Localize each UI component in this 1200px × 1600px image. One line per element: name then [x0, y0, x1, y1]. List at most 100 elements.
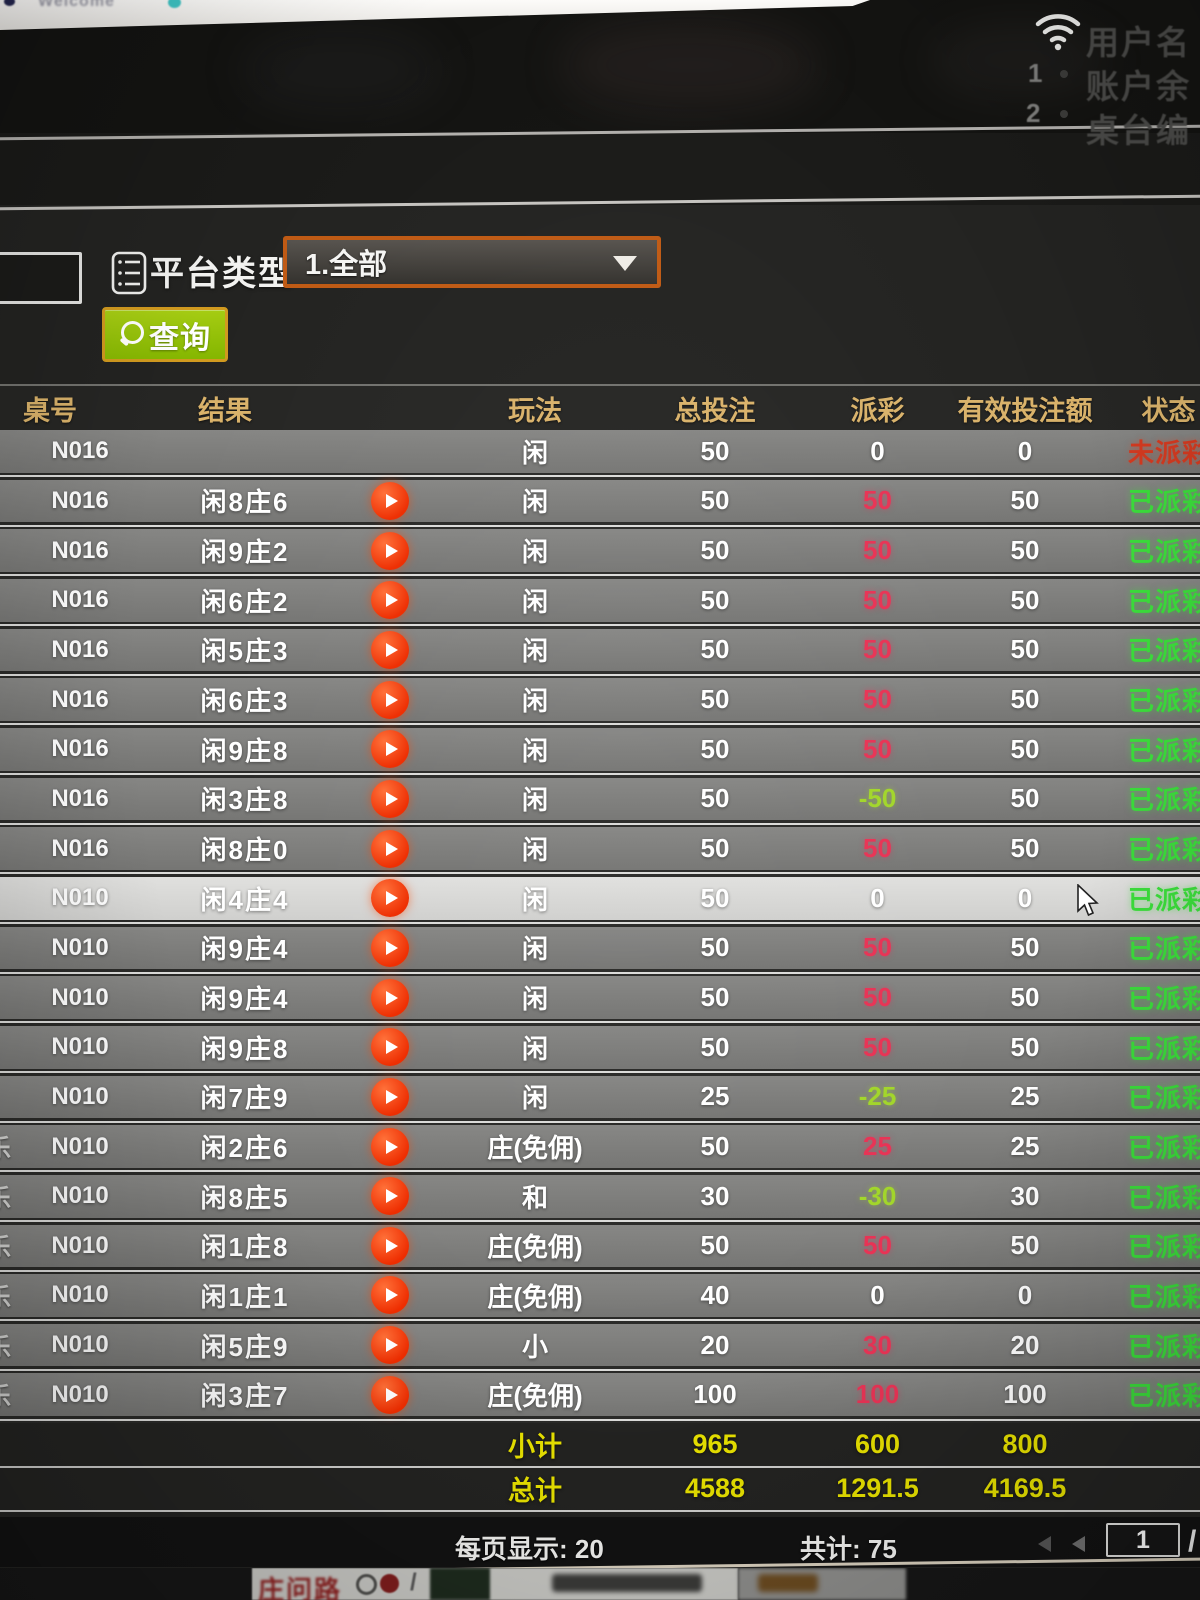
- cell-payout: 50: [863, 584, 892, 615]
- play-icon: [386, 1189, 398, 1204]
- prev-page-arrow-icon[interactable]: [1072, 1536, 1085, 1552]
- cell-replay: [330, 1077, 450, 1116]
- cell-replay: [330, 730, 450, 769]
- table-body: N016 闲 50 0 0 未派彩 N016 闲8庄6 闲 50 50 50 已…: [0, 430, 1200, 1423]
- table-row[interactable]: N016 闲5庄3 闲 50 50 50 已派彩: [0, 628, 1200, 679]
- cell-result: 闲8庄5: [200, 1182, 290, 1213]
- play-button[interactable]: [371, 1127, 409, 1166]
- play-button[interactable]: [371, 978, 409, 1017]
- cell-total-bet: 100: [693, 1379, 737, 1410]
- play-button[interactable]: [371, 581, 409, 620]
- table-row[interactable]: N016 闲6庄2 闲 50 50 50 已派彩: [0, 578, 1200, 629]
- table-row[interactable]: 乐N010 闲1庄8 庄(免佣) 50 50 50 已派彩: [0, 1224, 1200, 1275]
- list-icon: [111, 251, 147, 295]
- table-row[interactable]: N016 闲9庄2 闲 50 50 50 已派彩: [0, 529, 1200, 579]
- play-button[interactable]: [371, 1375, 409, 1414]
- total-count-text: 共计: 75: [800, 1529, 897, 1566]
- total-count-value: 75: [867, 1534, 897, 1564]
- table-row[interactable]: N016 闲8庄0 闲 50 50 50 已派彩: [0, 827, 1200, 877]
- cell-table-no: 乐N010: [0, 1182, 160, 1213]
- cell-replay: [330, 1177, 450, 1216]
- cell-result: 闲3庄7: [200, 1381, 290, 1412]
- cell-table-no: N010: [51, 983, 109, 1011]
- grand-total-label: 总计: [508, 1476, 562, 1506]
- play-button[interactable]: [371, 630, 409, 669]
- cell-play-type: 庄(免佣): [487, 1381, 583, 1412]
- cell-table-no: N016: [51, 586, 109, 614]
- play-button[interactable]: [371, 481, 409, 520]
- play-icon: [386, 791, 398, 806]
- cell-valid-bet: 30: [1010, 1180, 1040, 1211]
- cell-result: 闲5庄3: [200, 636, 290, 667]
- play-button[interactable]: [371, 1177, 409, 1216]
- subtotal-payout: 600: [854, 1429, 901, 1459]
- cell-play-type: 闲: [521, 1083, 548, 1114]
- cell-result: 闲3庄8: [200, 785, 290, 816]
- play-icon: [386, 1387, 398, 1402]
- table-row[interactable]: 乐N010 闲1庄1 庄(免佣) 40 0 0 已派彩: [0, 1274, 1200, 1324]
- blurred-mark: [758, 1574, 818, 1592]
- query-button[interactable]: 查询: [102, 307, 228, 362]
- play-icon: [386, 1238, 398, 1253]
- cell-payout: 25: [863, 1131, 892, 1162]
- banker-road-label: 庄问路: [258, 1575, 343, 1600]
- platform-type-select[interactable]: 1.全部: [283, 236, 661, 288]
- table-row[interactable]: 乐N010 闲8庄5 和 30 -30 30 已派彩: [0, 1174, 1200, 1225]
- table-row[interactable]: N016 闲9庄8 闲 50 50 50 已派彩: [0, 727, 1200, 778]
- table-row[interactable]: N010 闲9庄4 闲 50 50 50 已派彩: [0, 976, 1200, 1026]
- page-number-input[interactable]: 1: [1106, 1523, 1180, 1557]
- first-page-arrow-icon[interactable]: [1038, 1536, 1051, 1552]
- play-button[interactable]: [371, 1028, 409, 1067]
- play-button[interactable]: [371, 879, 409, 918]
- cell-result: 闲7庄9: [200, 1083, 290, 1114]
- cell-status: 已派彩: [1127, 636, 1200, 667]
- play-button[interactable]: [371, 829, 409, 868]
- platform-selected-value: 1.全部: [305, 249, 388, 281]
- cell-valid-bet: 0: [1017, 1279, 1033, 1310]
- cell-play-type: 闲: [521, 934, 548, 965]
- table-row[interactable]: N010 闲9庄4 闲 50 50 50 已派彩: [0, 926, 1200, 977]
- play-button[interactable]: [371, 1226, 409, 1265]
- play-button[interactable]: [371, 928, 409, 967]
- cell-total-bet: 50: [700, 535, 730, 566]
- table-row[interactable]: N016 闲8庄6 闲 50 50 50 已派彩: [0, 479, 1200, 530]
- table-row[interactable]: N016 闲3庄8 闲 50 -50 50 已派彩: [0, 777, 1200, 828]
- play-button[interactable]: [371, 680, 409, 719]
- table-row[interactable]: N016 闲6庄3 闲 50 50 50 已派彩: [0, 678, 1200, 728]
- play-button[interactable]: [371, 779, 409, 818]
- cell-table-no: N016: [51, 834, 109, 862]
- platform-type-label: 平台类型: [150, 255, 294, 293]
- table-row[interactable]: 乐N010 闲5庄9 小 20 30 20 已派彩: [0, 1323, 1200, 1374]
- browser-icon: [4, 0, 15, 6]
- cell-payout: 30: [863, 1329, 892, 1360]
- search-input[interactable]: [0, 252, 82, 304]
- cell-payout: 50: [863, 684, 892, 715]
- play-button[interactable]: [371, 730, 409, 769]
- play-button[interactable]: [371, 531, 409, 570]
- table-row[interactable]: N010 闲9庄8 闲 50 50 50 已派彩: [0, 1025, 1200, 1076]
- play-button[interactable]: [371, 1276, 409, 1315]
- cell-table-no: 乐N010: [0, 1133, 160, 1164]
- cell-table-no: N010: [51, 884, 109, 912]
- table-row[interactable]: N010 闲4庄4 闲 50 0 0 已派彩: [0, 876, 1200, 927]
- cell-status: 已派彩: [1127, 1232, 1200, 1263]
- cell-result: 闲9庄8: [200, 735, 290, 766]
- grand-total-row: 总计 4588 1291.5 4169.5: [0, 1468, 1200, 1512]
- play-button[interactable]: [371, 1326, 409, 1365]
- cell-total-bet: 50: [700, 435, 730, 466]
- per-page-label: 每页显示:: [455, 1534, 568, 1564]
- cell-table-no: 乐N010: [0, 1232, 160, 1263]
- cell-replay: [330, 779, 450, 818]
- table-row[interactable]: 乐N010 闲2庄6 庄(免佣) 50 25 25 已派彩: [0, 1125, 1200, 1175]
- welcome-text: Welcome: [38, 0, 115, 10]
- cell-valid-bet: 50: [1010, 634, 1040, 665]
- cell-table-no: N016: [51, 735, 109, 763]
- table-row[interactable]: N010 闲7庄9 闲 25 -25 25 已派彩: [0, 1075, 1200, 1126]
- cell-result: 闲4庄4: [200, 884, 290, 915]
- table-row[interactable]: 乐N010 闲3庄7 庄(免佣) 100 100 100 已派彩: [0, 1373, 1200, 1423]
- play-button[interactable]: [371, 1077, 409, 1116]
- cell-status: 未派彩: [1127, 437, 1200, 468]
- cell-total-bet: 50: [700, 982, 730, 1013]
- cell-payout: 50: [863, 535, 892, 566]
- table-row[interactable]: N016 闲 50 0 0 未派彩: [0, 430, 1200, 480]
